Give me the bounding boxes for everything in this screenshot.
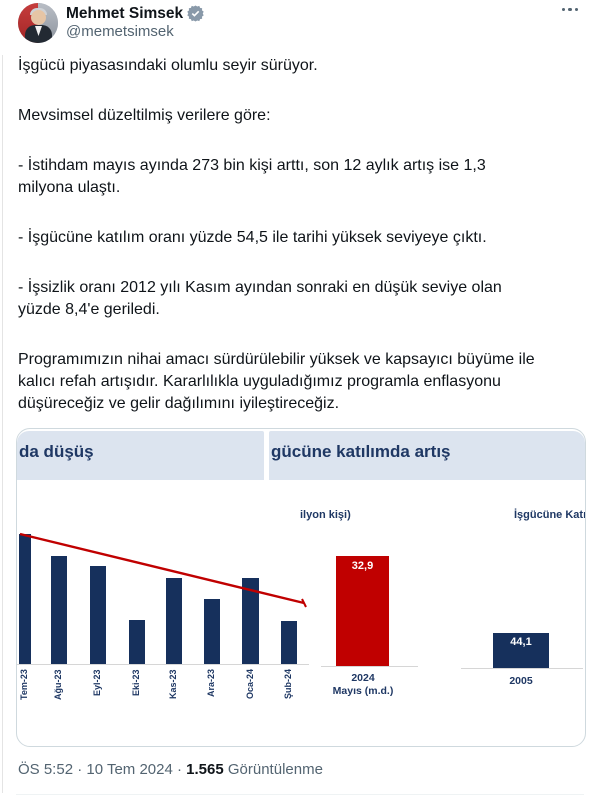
views-link[interactable]: 1.565 Görüntülenme	[186, 761, 323, 778]
window-edge-line	[2, 55, 3, 793]
more-menu-button[interactable]	[560, 6, 580, 13]
left-chart-unit-note: ilyon kişi)	[300, 509, 351, 521]
bar-Şub-24	[281, 621, 297, 664]
right-panel-header-band	[269, 431, 585, 480]
tweet-meta-line: ÖS 5:52 · 10 Tem 2024 · 1.565 Görüntülen…	[18, 761, 323, 778]
bar-Tem-23	[19, 534, 31, 664]
employment-2024-bar: 32,9	[336, 556, 389, 666]
bar-Kas-23	[166, 578, 182, 664]
bar-Eki-23	[129, 620, 145, 664]
left-panel-header-band	[17, 431, 264, 480]
avatar[interactable]	[18, 3, 58, 43]
participation-2005-bar: 44,1	[493, 633, 549, 668]
tweet-paragraph: Programımızın nihai amacı sürdürülebilir…	[18, 351, 535, 412]
tweet-paragraph: Mevsimsel düzeltilmiş verilere göre:	[18, 107, 271, 124]
left-chart-axis-line	[17, 664, 309, 665]
dot-icon	[568, 8, 572, 12]
x-label-line2: Mayıs (m.d.)	[332, 685, 394, 697]
x-tick-label: Ağu-23	[53, 669, 63, 700]
tweet-paragraph: İşgücü piyasasındaki olumlu seyir sürüyo…	[18, 57, 318, 74]
author-row: Mehmet Simsek	[66, 4, 204, 23]
x-tick-label: Oca-24	[244, 669, 255, 700]
section-divider	[16, 794, 584, 795]
x-tick-label: Eki-23	[131, 669, 141, 696]
right-chart-x-label: 2005	[509, 675, 533, 687]
tweet-paragraph: - İşgücüne katılım oranı yüzde 54,5 ile …	[18, 229, 487, 246]
x-tick-label: Kas-23	[168, 669, 178, 699]
tweet-text: İşgücü piyasasındaki olumlu seyir sürüyo…	[18, 55, 584, 443]
tweet-paragraph: - İstihdam mayıs ayında 273 bin kişi art…	[18, 157, 486, 196]
verified-badge-icon	[187, 5, 204, 22]
bar-Ağu-23	[51, 556, 67, 664]
bar-Eyl-23	[90, 566, 106, 664]
dot-icon	[574, 8, 578, 12]
right-panel-title: gücüne katılımda artış	[271, 442, 451, 461]
timestamp: ÖS 5:52 · 10 Tem 2024 ·	[18, 761, 187, 778]
right-chart-title: İşgücüne Katılım	[514, 509, 586, 521]
bar-Ara-23	[204, 599, 220, 664]
tweet-paragraph: - İşsizlik oranı 2012 yılı Kasım ayından…	[18, 279, 502, 318]
bar-Oca-24	[242, 578, 259, 664]
x-tick-label: Tem-23	[19, 669, 29, 700]
left-panel-title: da düşüş	[19, 442, 94, 461]
mid-chart-axis-line	[321, 666, 418, 667]
views-count: 1.565	[186, 761, 224, 778]
author-display-name[interactable]: Mehmet Simsek	[66, 4, 184, 22]
author-handle[interactable]: @memetsimsek	[66, 23, 174, 40]
bar-value-label: 44,1	[510, 636, 532, 648]
x-tick-label: Şub-24	[283, 669, 293, 700]
mid-chart-x-label: 2024 Mayıs (m.d.)	[316, 672, 410, 698]
x-label-line1: 2024	[351, 672, 375, 684]
right-chart-axis-line	[461, 668, 583, 669]
attached-image-card[interactable]: da düşüş gücüne katılımda artış ilyon ki…	[16, 428, 586, 747]
dot-icon	[561, 8, 566, 12]
views-label: Görüntülenme	[223, 761, 323, 778]
x-tick-label: Ara-23	[206, 669, 216, 698]
avatar-shirt	[35, 26, 42, 36]
avatar-face	[31, 10, 46, 25]
bar-value-label: 32,9	[351, 560, 374, 572]
x-tick-label: Eyl-23	[92, 669, 102, 696]
